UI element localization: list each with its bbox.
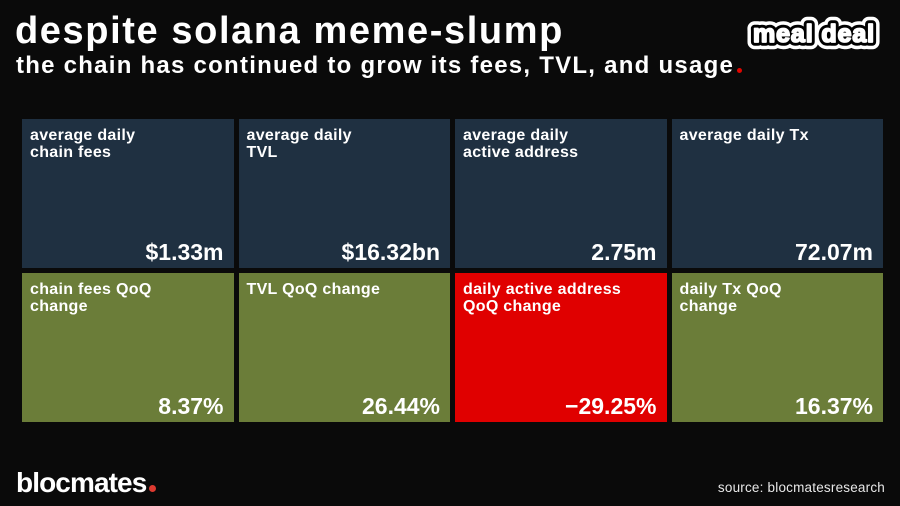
- svg-text:meal deal: meal deal: [753, 20, 875, 48]
- svg-text:meal deal: meal deal: [753, 20, 875, 48]
- svg-text:meal deal: meal deal: [753, 20, 875, 48]
